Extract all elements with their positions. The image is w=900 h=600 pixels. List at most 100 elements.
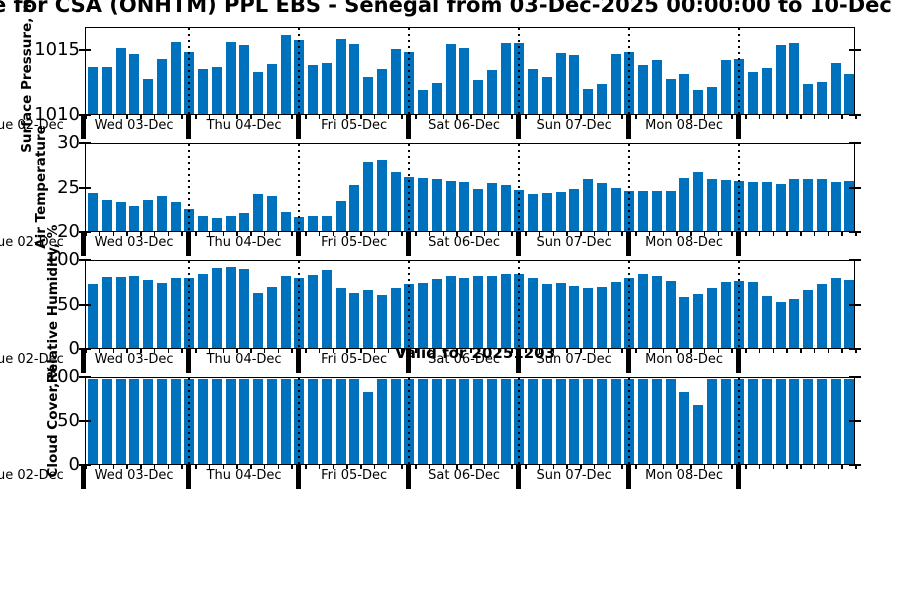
bar [486, 275, 497, 348]
bar [638, 65, 648, 114]
bar [266, 64, 277, 114]
bar [115, 379, 126, 464]
bar [693, 171, 703, 231]
day-label: Sat 06-Dec [428, 468, 501, 483]
minor-tick [222, 349, 224, 353]
minor-tick [552, 465, 554, 469]
minor-tick [332, 465, 334, 469]
minor-tick [717, 232, 719, 236]
minor-tick [305, 349, 307, 353]
bar [775, 302, 786, 348]
day-label: Wed 03-Dec [94, 468, 174, 483]
bar [253, 71, 263, 114]
bar [101, 66, 112, 114]
day-label: Mon 08-Dec [645, 118, 724, 133]
bar [816, 284, 827, 348]
bar [266, 195, 277, 231]
ytick-label: 50 [57, 410, 80, 431]
minor-tick [607, 349, 609, 353]
bar [88, 284, 98, 348]
ytick-mark [79, 303, 91, 306]
minor-tick [580, 465, 582, 469]
minor-tick [470, 465, 472, 469]
minor-tick [263, 465, 266, 469]
day-label: Mon 08-Dec [645, 468, 724, 483]
bar [363, 290, 373, 348]
minor-tick [662, 115, 664, 119]
day-label: Sun 07-Dec [536, 235, 612, 250]
minor-tick [703, 465, 706, 469]
bar [500, 185, 511, 231]
bar [761, 379, 772, 464]
bar [280, 35, 291, 114]
minor-tick [786, 349, 788, 353]
minor-tick [648, 115, 651, 119]
bar [459, 379, 470, 464]
ytick-mark [849, 142, 861, 144]
minor-tick [85, 349, 87, 353]
day-label-left: Tue 02-Dec [0, 352, 64, 367]
bar [445, 44, 456, 114]
day-boundary-line [188, 378, 191, 464]
bar [500, 42, 511, 114]
minor-tick [745, 232, 747, 236]
bar [473, 80, 483, 114]
minor-tick [511, 349, 513, 353]
day-label-band: Tue 02-Dec Wed 03-Dec Thu 04-Dec Fri 05-Dec… [0, 232, 857, 257]
day-major-tick [625, 349, 631, 373]
bar [198, 69, 208, 114]
bar [830, 62, 841, 114]
minor-tick [387, 232, 389, 236]
minor-tick [112, 349, 114, 353]
bar [803, 84, 813, 114]
bar [280, 275, 291, 348]
minor-tick [511, 465, 513, 469]
minor-tick [112, 115, 114, 119]
bar [789, 178, 800, 231]
day-major-tick [515, 349, 521, 373]
bar [321, 379, 332, 464]
bar [115, 276, 126, 348]
bar [225, 267, 236, 348]
bar [830, 182, 841, 231]
day-boundary-line [188, 28, 191, 114]
minor-tick [236, 465, 238, 469]
minor-tick [648, 349, 651, 353]
minor-tick [648, 465, 651, 469]
minor-tick [703, 115, 706, 119]
minor-tick [112, 232, 114, 236]
minor-tick [483, 349, 486, 353]
day-major-tick [625, 232, 631, 256]
bar [473, 379, 483, 464]
day-label: Sat 06-Dec [428, 118, 501, 133]
minor-tick [401, 115, 403, 119]
minor-tick [85, 465, 87, 469]
day-boundary-line [628, 378, 631, 464]
bar [225, 379, 236, 464]
minor-tick [538, 115, 541, 119]
minor-tick [442, 115, 444, 119]
day-boundary-line [408, 144, 411, 231]
minor-tick [841, 232, 843, 236]
day-boundary-line [518, 378, 521, 464]
day-boundary-line [628, 261, 631, 348]
minor-tick [277, 232, 279, 236]
bar [638, 379, 648, 464]
minor-tick [525, 115, 527, 119]
bar [321, 215, 332, 231]
bar [445, 275, 456, 348]
bar [225, 215, 236, 231]
bar [844, 181, 855, 231]
day-boundary-line [518, 28, 521, 114]
day-boundary-line [298, 144, 301, 231]
subplot-2 [85, 260, 855, 349]
bar [555, 52, 566, 114]
minor-tick [305, 115, 307, 119]
bar [308, 65, 318, 114]
bar [775, 45, 786, 114]
minor-tick [758, 232, 761, 236]
minor-tick [538, 232, 541, 236]
bar [266, 379, 277, 464]
minor-tick [580, 115, 582, 119]
minor-tick [250, 349, 252, 353]
